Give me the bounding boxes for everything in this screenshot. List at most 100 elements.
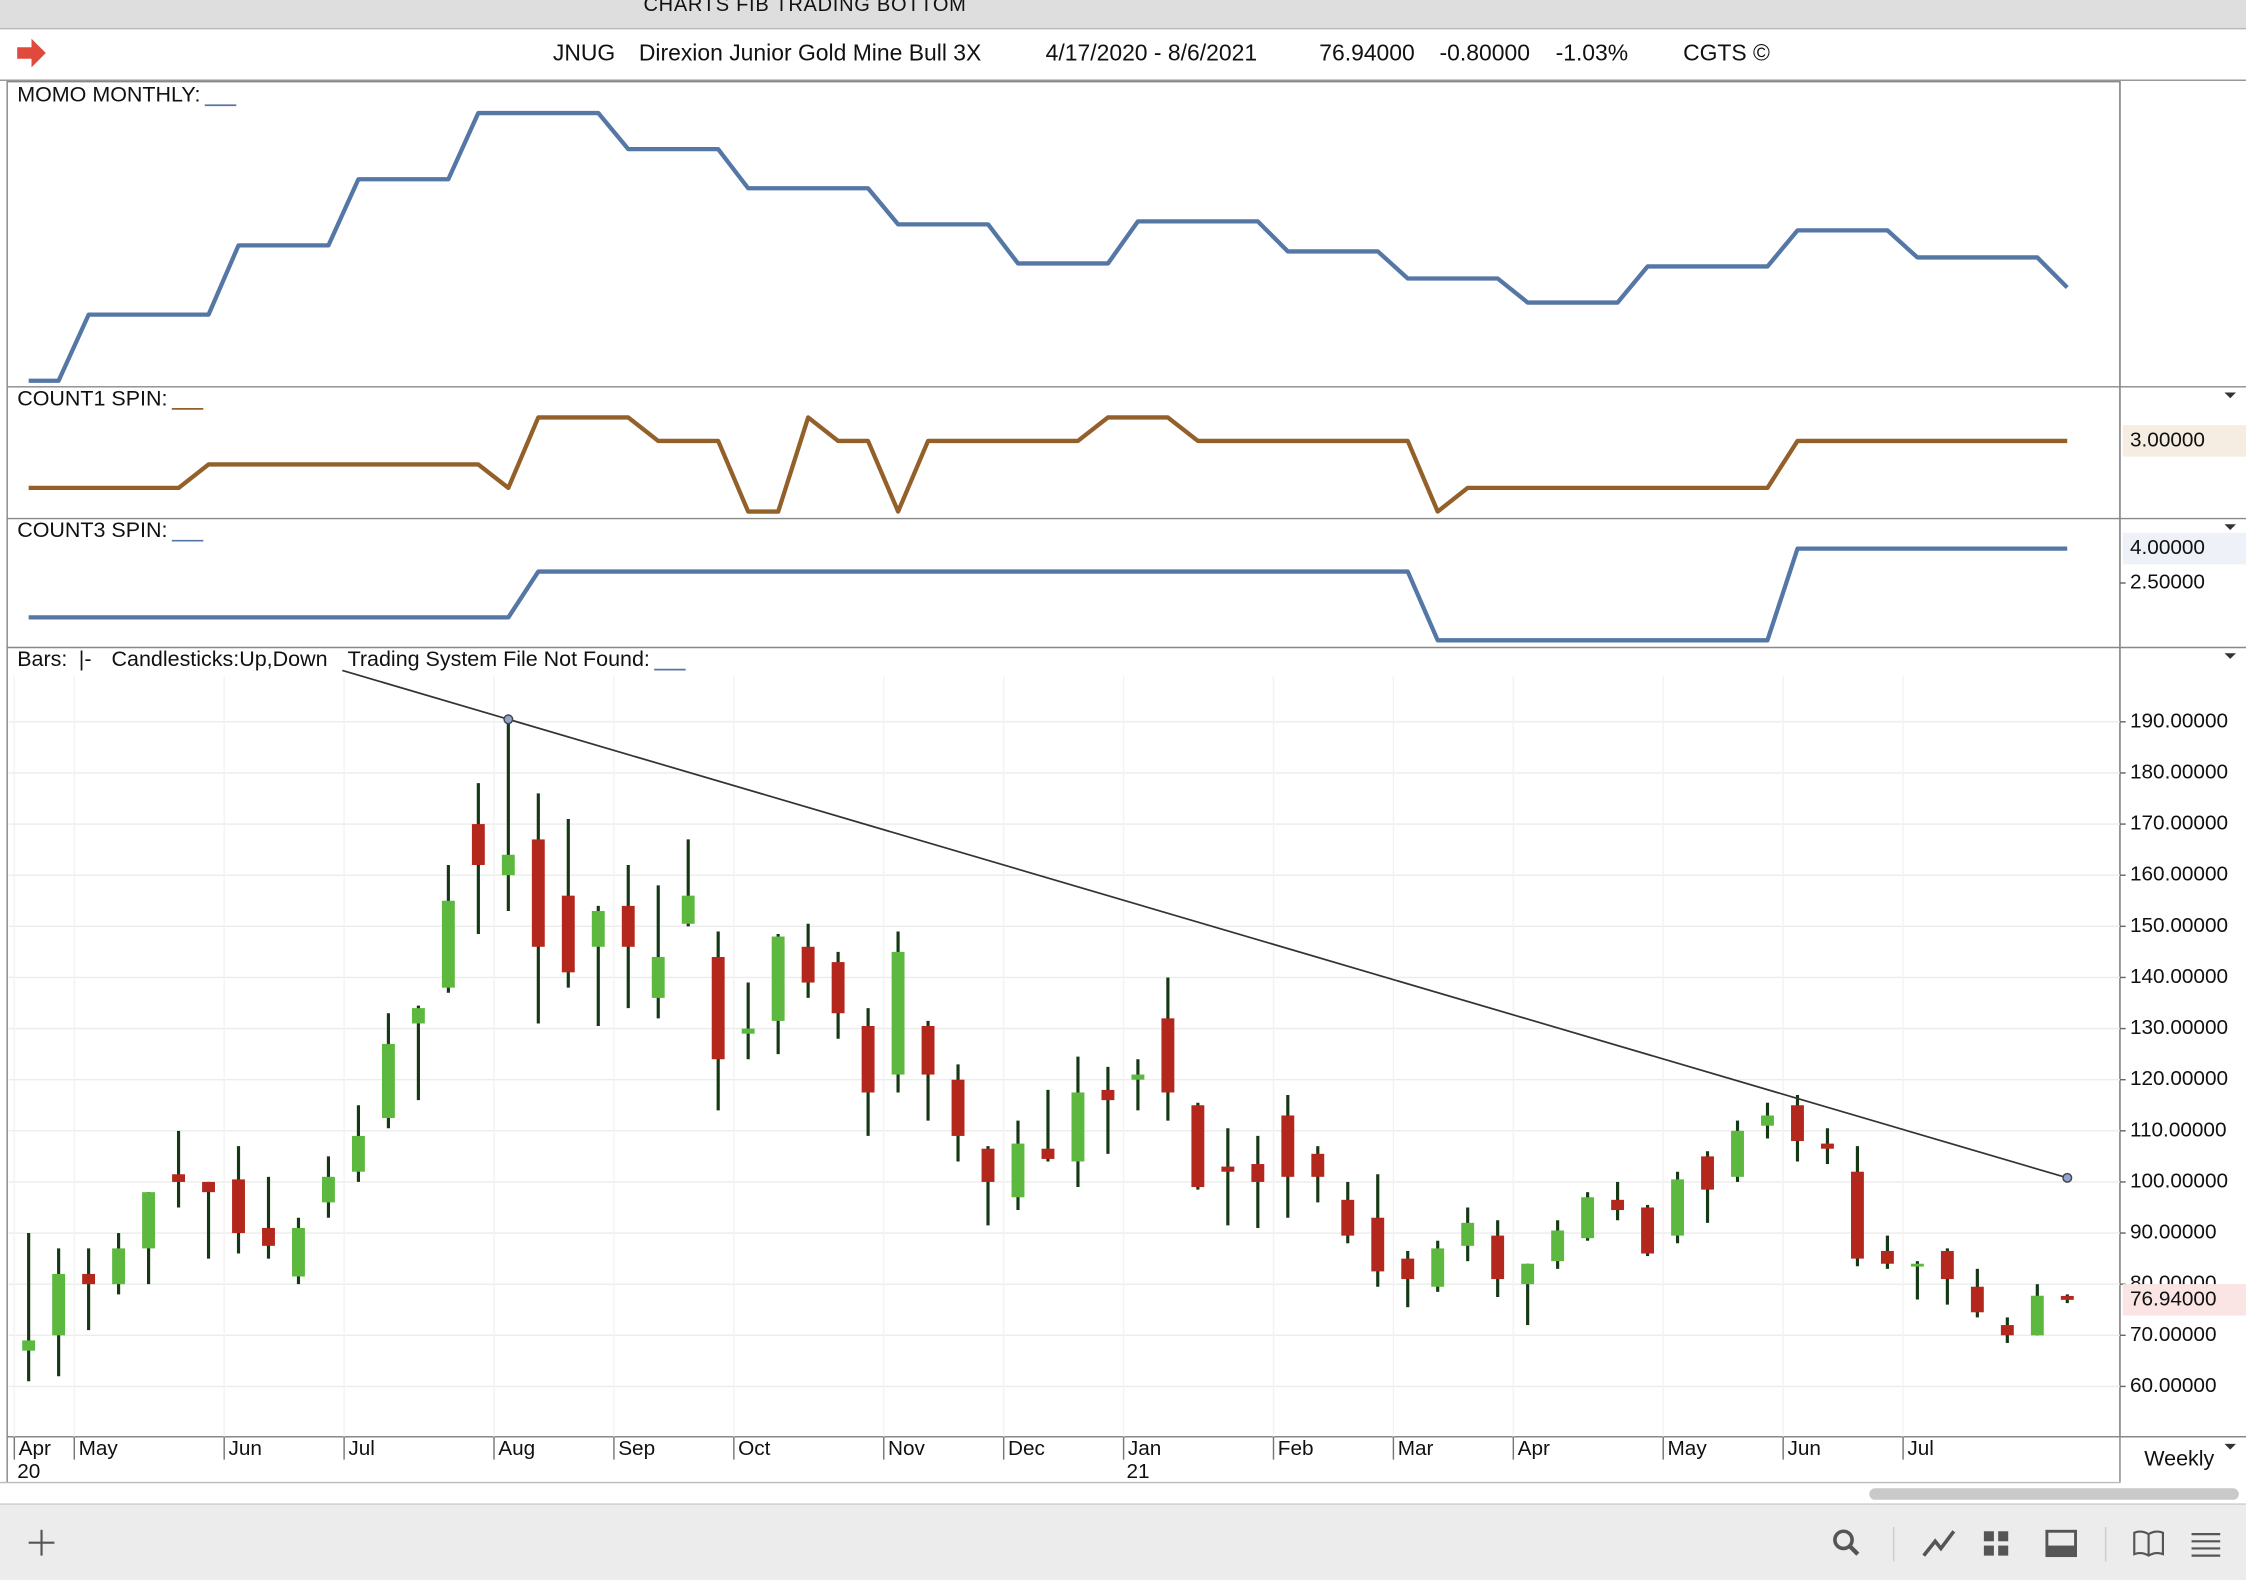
candle-body [1071, 1092, 1085, 1162]
candle-body [531, 839, 545, 947]
y-tick-label: 70.00000 [2130, 1323, 2217, 1346]
legend-system: Trading System File Not Found: [348, 647, 650, 671]
list-button[interactable] [2191, 1533, 2221, 1557]
add-button[interactable] [28, 1529, 55, 1556]
candle-body [172, 1174, 185, 1182]
legend-down: Down [273, 647, 328, 671]
legend-bars: Bars: [17, 647, 67, 671]
candle-body [2060, 1295, 2074, 1300]
last-value-box [2122, 425, 2246, 457]
y-tick-label: 60.00000 [2130, 1374, 2217, 1397]
candle-body [741, 1028, 755, 1034]
panel-menu[interactable] [2224, 392, 2236, 399]
candle-body [1011, 1143, 1025, 1198]
candle-body [232, 1179, 245, 1234]
candle-body [142, 1192, 156, 1249]
trend-line [342, 669, 2068, 1179]
y-tick-label: 130.00000 [2130, 1016, 2228, 1039]
price-change-pct: -1.03% [1556, 40, 1629, 66]
x-tick-label: Jul [1907, 1437, 1934, 1460]
candle-body [1671, 1179, 1684, 1236]
x-year-label: 21 [1126, 1460, 1149, 1483]
candle-body [262, 1227, 275, 1246]
candle-body [82, 1273, 96, 1285]
draw-button[interactable] [1922, 1530, 1956, 1557]
candle-body [292, 1227, 305, 1277]
candle-body [1131, 1074, 1145, 1080]
panel-menu[interactable] [2224, 1443, 2236, 1450]
search-button[interactable] [1833, 1529, 1860, 1556]
legend-bars-symbol: |- [79, 647, 92, 671]
candle-body [861, 1026, 875, 1093]
candle-body [351, 1135, 365, 1172]
candle-body [202, 1181, 215, 1193]
candle-body [1940, 1250, 1954, 1280]
trend-anchor [503, 714, 514, 725]
candle-body [1371, 1217, 1385, 1272]
candle-body [591, 910, 605, 947]
panel-label: COUNT3 SPIN: [17, 518, 167, 542]
candle-body [681, 895, 695, 924]
candle-body [1880, 1250, 1894, 1264]
toolbar [0, 1504, 2246, 1580]
x-tick-label: Dec [1008, 1437, 1045, 1460]
candle-body [1910, 1263, 1924, 1267]
x-tick-label: Apr [1518, 1437, 1550, 1460]
scrollbar[interactable] [1869, 1488, 2239, 1500]
candle-body [52, 1273, 66, 1336]
x-tick-label: Jun [1787, 1437, 1820, 1460]
x-tick-label: Jun [228, 1437, 261, 1460]
candle-body [1521, 1263, 1535, 1285]
candle-body [651, 956, 665, 998]
candle-body [1161, 1018, 1175, 1093]
layout-button[interactable] [1983, 1531, 2009, 1556]
panel-button[interactable] [2045, 1529, 2077, 1558]
instrument-name: Direxion Junior Gold Mine Bull 3X [639, 40, 981, 66]
book-button[interactable] [2133, 1530, 2164, 1557]
candle-body [1311, 1153, 1325, 1177]
candle-body [2030, 1295, 2044, 1336]
panel-menu[interactable] [2224, 524, 2236, 531]
candle-body [561, 895, 575, 973]
y-tick-label: 120.00000 [2130, 1067, 2228, 1090]
candle-body [501, 854, 515, 876]
candle-body [1551, 1230, 1565, 1262]
candle-body [1191, 1105, 1205, 1188]
candle-body [1731, 1130, 1744, 1177]
candle-body [1970, 1286, 1984, 1313]
x-tick-label: Aug [498, 1437, 535, 1460]
candle-body [921, 1026, 935, 1075]
last-value-label: 3.00000 [2130, 428, 2205, 451]
last-value-label: 4.00000 [2130, 536, 2205, 559]
candle-body [1850, 1171, 1864, 1259]
candle-body [621, 905, 635, 947]
candle-body [1611, 1199, 1625, 1211]
candle-body [831, 962, 845, 1014]
panel-menu[interactable] [2224, 653, 2236, 659]
panel-label: COUNT1 SPIN: [17, 386, 167, 410]
candle-body [1221, 1166, 1235, 1172]
candle-body [381, 1043, 395, 1119]
indicator-line [28, 415, 2068, 514]
candle-body [471, 824, 485, 865]
menu-arrow[interactable] [17, 38, 46, 68]
y-tick-label: 170.00000 [2130, 812, 2228, 835]
candle-body [1461, 1222, 1475, 1246]
x-tick-label: Jan [1128, 1437, 1161, 1460]
legend-up: Up [239, 647, 267, 671]
x-tick-label: Sep [618, 1437, 655, 1460]
candle-body [2000, 1325, 2014, 1336]
symbol: JNUG [553, 40, 615, 66]
candle-body [771, 936, 785, 1021]
candle-body [801, 946, 815, 983]
y-tick-label: 100.00000 [2130, 1169, 2228, 1192]
window-title: CHARTS FIB TRADING BOTTOM [643, 0, 966, 16]
period: Weekly [2144, 1446, 2214, 1470]
x-tick-label: Nov [888, 1437, 926, 1460]
x-tick-label: May [79, 1437, 119, 1460]
y-tick-label: 180.00000 [2130, 760, 2228, 783]
indicator-line [28, 546, 2068, 643]
source: CGTS © [1683, 40, 1770, 66]
candle-body [1641, 1207, 1655, 1254]
